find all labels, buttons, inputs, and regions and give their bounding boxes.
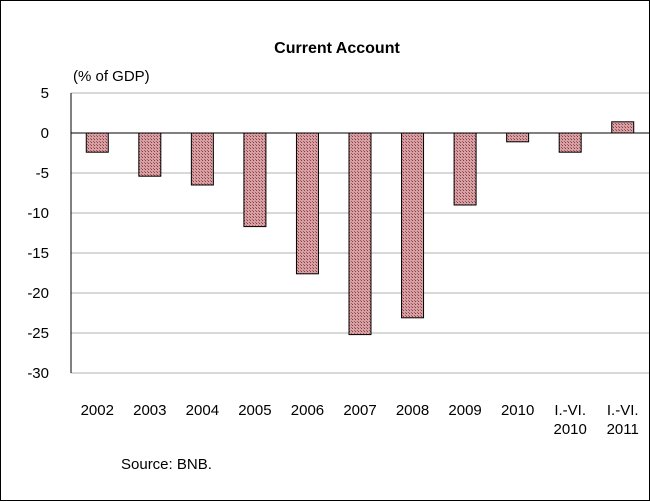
source-note: Source: BNB. bbox=[121, 456, 212, 473]
x-tick-label: I.-VI. bbox=[554, 402, 586, 419]
chart-title: Current Account bbox=[274, 40, 400, 57]
y-axis-label: (% of GDP) bbox=[73, 68, 150, 85]
x-tick-label: 2006 bbox=[291, 402, 324, 419]
y-tick-label: -30 bbox=[27, 365, 49, 382]
bar bbox=[506, 132, 530, 143]
y-tick-label: -15 bbox=[27, 245, 49, 262]
x-tick-label: I.-VI. bbox=[607, 402, 639, 419]
bar bbox=[401, 132, 425, 319]
y-tick-label: -10 bbox=[27, 205, 49, 222]
x-tick-labels: 2002 2003 2004 2005 2006 2007 2008 2009 2010 I.-V… bbox=[81, 402, 639, 438]
y-tick-label: -25 bbox=[27, 325, 49, 342]
y-tick-label: 0 bbox=[41, 125, 49, 142]
x-tick-label: 2005 bbox=[238, 402, 271, 419]
x-tick-label: 2008 bbox=[396, 402, 429, 419]
x-tick-label: 2003 bbox=[133, 402, 166, 419]
y-tick-label: -5 bbox=[36, 165, 49, 182]
y-tick-label: 5 bbox=[41, 85, 49, 102]
x-tick-label: 2007 bbox=[343, 402, 376, 419]
bar bbox=[85, 132, 109, 153]
x-tick-label: 2004 bbox=[186, 402, 219, 419]
bar bbox=[138, 132, 162, 177]
bar bbox=[295, 132, 319, 275]
bar bbox=[243, 132, 267, 228]
bar bbox=[190, 132, 214, 186]
x-tick-label: 2010 bbox=[501, 402, 534, 419]
x-tick-label: 2002 bbox=[81, 402, 114, 419]
y-tick-labels: 5 0 -5 -10 -15 -20 -25 -30 bbox=[27, 85, 49, 382]
bar bbox=[348, 132, 372, 336]
x-tick-label: 2009 bbox=[448, 402, 481, 419]
x-tick-label: 2011 bbox=[607, 421, 639, 438]
y-tick-label: -20 bbox=[27, 285, 49, 302]
bar-series bbox=[85, 121, 635, 336]
bar bbox=[558, 132, 582, 153]
bar bbox=[611, 121, 635, 134]
x-tick-label: 2010 bbox=[553, 421, 586, 438]
bar bbox=[453, 132, 477, 206]
